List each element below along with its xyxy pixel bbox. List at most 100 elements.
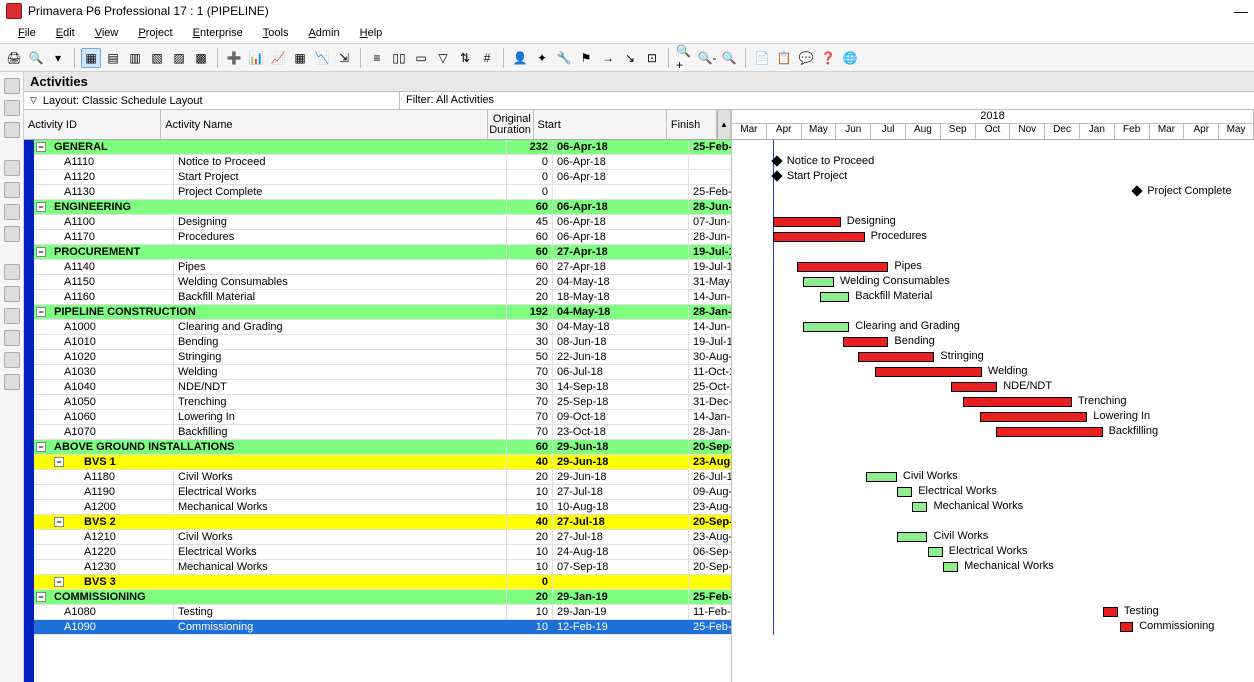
dropdown-icon[interactable]: ▾ xyxy=(48,48,68,68)
activity-row[interactable]: A1130Project Complete025-Feb-19 xyxy=(34,185,732,200)
layout2-icon[interactable]: ▤ xyxy=(103,48,123,68)
tool-icon[interactable]: 🔧 xyxy=(554,48,574,68)
menu-help[interactable]: Help xyxy=(352,25,391,41)
arrow-icon[interactable]: → xyxy=(598,48,618,68)
nav-icon-8[interactable] xyxy=(4,264,20,280)
milestone-marker[interactable] xyxy=(771,170,782,181)
activity-row[interactable]: A1110Notice to Proceed006-Apr-18 xyxy=(34,155,732,170)
menubar[interactable]: FileEditViewProject EnterpriseToolsAdmin H… xyxy=(0,22,1254,44)
print-icon[interactable]: 🖨 xyxy=(4,48,24,68)
help-icon[interactable]: ❓ xyxy=(818,48,838,68)
header-activity-name[interactable]: Activity Name xyxy=(161,110,487,139)
store-icon[interactable]: ⊡ xyxy=(642,48,662,68)
activity-row[interactable]: A1100Designing4506-Apr-1807-Jun-18 xyxy=(34,215,732,230)
zoom-out-icon[interactable]: 🔍- xyxy=(697,48,717,68)
menu-edit[interactable]: Edit xyxy=(48,25,83,41)
gantt-bar[interactable] xyxy=(963,397,1072,407)
milestone-marker[interactable] xyxy=(771,155,782,166)
gantt-bar[interactable] xyxy=(803,322,849,332)
gantt-bar[interactable] xyxy=(897,487,912,497)
gantt-bar[interactable] xyxy=(928,547,943,557)
add-icon[interactable]: ➕ xyxy=(224,48,244,68)
nav-icon-6[interactable] xyxy=(4,204,20,220)
bars-icon[interactable]: ▯▯ xyxy=(389,48,409,68)
menu-file[interactable]: File xyxy=(10,25,44,41)
user-icon[interactable]: 👤 xyxy=(510,48,530,68)
gantt-bar[interactable] xyxy=(1103,607,1118,617)
collapse-icon[interactable]: − xyxy=(54,457,64,467)
wbs-row[interactable]: −BVS 14029-Jun-1823-Aug-18 xyxy=(34,455,732,470)
wbs-row[interactable]: −PROCUREMENT6027-Apr-1819-Jul-18 xyxy=(34,245,732,260)
zoom-fit-icon[interactable]: 🔍 xyxy=(719,48,739,68)
filter-icon[interactable]: ▽ xyxy=(433,48,453,68)
globe-icon[interactable]: 🌐 xyxy=(840,48,860,68)
collapse-icon[interactable]: − xyxy=(36,247,46,257)
header-activity-id[interactable]: Activity ID xyxy=(24,110,161,139)
nav-icon-5[interactable] xyxy=(4,182,20,198)
activity-row[interactable]: A1040NDE/NDT3014-Sep-1825-Oct-18 xyxy=(34,380,732,395)
milestone-marker[interactable] xyxy=(1132,185,1143,196)
collapse-icon[interactable]: − xyxy=(36,142,46,152)
menu-view[interactable]: View xyxy=(87,25,127,41)
chart3-icon[interactable]: 📉 xyxy=(312,48,332,68)
gantt-bar[interactable] xyxy=(773,217,841,227)
layout3-icon[interactable]: ▥ xyxy=(125,48,145,68)
collapse-icon[interactable]: − xyxy=(36,307,46,317)
layout6-icon[interactable]: ▩ xyxy=(191,48,211,68)
activity-row[interactable]: A1230Mechanical Works1007-Sep-1820-Sep-1… xyxy=(34,560,732,575)
gantt-bar[interactable] xyxy=(912,502,927,512)
activity-row[interactable]: A1190Electrical Works1027-Jul-1809-Aug-1… xyxy=(34,485,732,500)
wbs-row[interactable]: −GENERAL23206-Apr-1825-Feb-19 xyxy=(34,140,732,155)
chat-icon[interactable]: 💬 xyxy=(796,48,816,68)
gantt-bar[interactable] xyxy=(820,292,849,302)
activity-row[interactable]: A1200Mechanical Works1010-Aug-1823-Aug-1… xyxy=(34,500,732,515)
gantt-bar[interactable] xyxy=(773,232,865,242)
activity-row[interactable]: A1070Backfilling7023-Oct-1828-Jan-19 xyxy=(34,425,732,440)
activity-row[interactable]: A1140Pipes6027-Apr-1819-Jul-18 xyxy=(34,260,732,275)
wbs-row[interactable]: −COMMISSIONING2029-Jan-1925-Feb-19 xyxy=(34,590,732,605)
gantt-bar[interactable] xyxy=(797,262,889,272)
align1-icon[interactable]: ≡ xyxy=(367,48,387,68)
zoom-in-icon[interactable]: 🔍+ xyxy=(675,48,695,68)
activity-row[interactable]: A1000Clearing and Grading3004-May-1814-J… xyxy=(34,320,732,335)
activity-row[interactable]: A1030Welding7006-Jul-1811-Oct-18 xyxy=(34,365,732,380)
menu-admin[interactable]: Admin xyxy=(300,25,347,41)
gantt-bar[interactable] xyxy=(866,472,897,482)
gantt-bar[interactable] xyxy=(951,382,997,392)
activity-row[interactable]: A1120Start Project006-Apr-18 xyxy=(34,170,732,185)
trace-icon[interactable]: ↘ xyxy=(620,48,640,68)
activity-row[interactable]: A1210Civil Works2027-Jul-1823-Aug-18 xyxy=(34,530,732,545)
hash-icon[interactable]: # xyxy=(477,48,497,68)
layout-selector[interactable]: ▽ Layout: Classic Schedule Layout xyxy=(24,92,400,109)
note-icon[interactable]: 📋 xyxy=(774,48,794,68)
collapse-icon[interactable]: − xyxy=(36,592,46,602)
menu-project[interactable]: Project xyxy=(130,25,180,41)
wbs-row[interactable]: −BVS 30 xyxy=(34,575,732,590)
header-start[interactable]: Start xyxy=(534,110,667,139)
nav-icon-7[interactable] xyxy=(4,226,20,242)
gantt-bar[interactable] xyxy=(875,367,982,377)
header-finish[interactable]: Finish xyxy=(667,110,717,139)
activity-row[interactable]: A1150Welding Consumables2004-May-1831-Ma… xyxy=(34,275,732,290)
activity-row[interactable]: A1010Bending3008-Jun-1819-Jul-18 xyxy=(34,335,732,350)
nav-icon-3[interactable] xyxy=(4,122,20,138)
header-duration[interactable]: Original Duration xyxy=(488,110,534,139)
nav-icon-2[interactable] xyxy=(4,100,20,116)
activity-row[interactable]: A1220Electrical Works1024-Aug-1806-Sep-1… xyxy=(34,545,732,560)
doc-icon[interactable]: 📄 xyxy=(752,48,772,68)
table-icon[interactable]: ▦ xyxy=(290,48,310,68)
gantt-bar[interactable] xyxy=(803,277,834,287)
gantt-bar[interactable] xyxy=(897,532,928,542)
gantt-bar[interactable] xyxy=(980,412,1087,422)
gantt-bar[interactable] xyxy=(843,337,889,347)
menu-tools[interactable]: Tools xyxy=(255,25,297,41)
nav-icon-11[interactable] xyxy=(4,330,20,346)
activity-row[interactable]: A1080Testing1029-Jan-1911-Feb-19 xyxy=(34,605,732,620)
collapse-icon[interactable]: − xyxy=(54,577,64,587)
nav-icon-1[interactable] xyxy=(4,78,20,94)
activity-row[interactable]: A1180Civil Works2029-Jun-1826-Jul-18 xyxy=(34,470,732,485)
menu-enterprise[interactable]: Enterprise xyxy=(185,25,251,41)
collapse-icon[interactable]: − xyxy=(36,442,46,452)
activity-row[interactable]: A1060Lowering In7009-Oct-1814-Jan-19 xyxy=(34,410,732,425)
sort-icon[interactable]: ⇅ xyxy=(455,48,475,68)
